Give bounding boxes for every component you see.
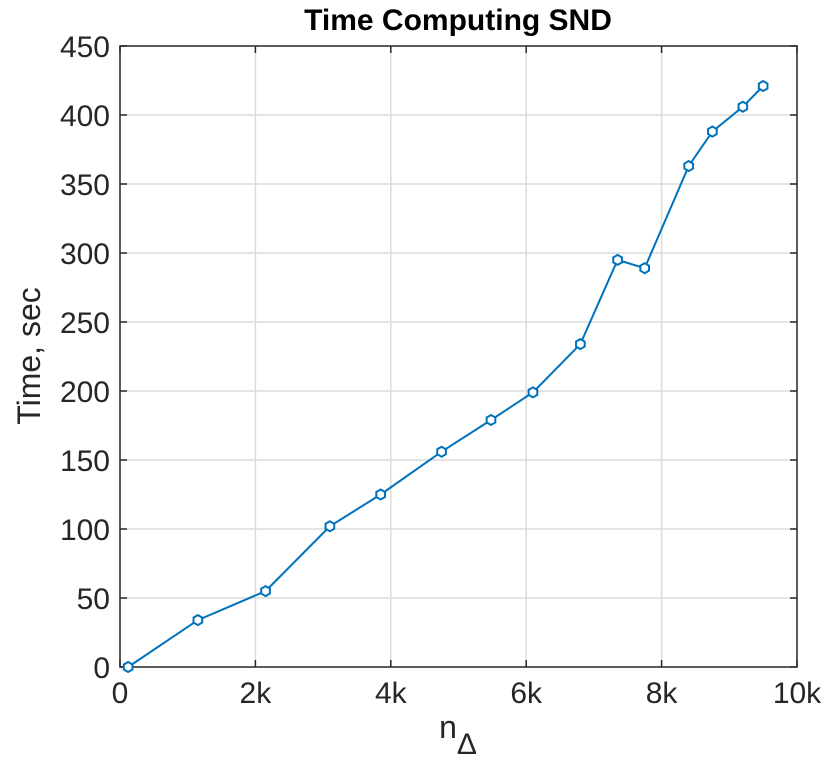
y-axis-label: Time, sec <box>11 287 47 425</box>
plot-background <box>120 46 797 667</box>
data-point-marker <box>527 386 539 399</box>
tick-marks <box>119 45 798 668</box>
x-tick-label: 2k <box>240 677 273 710</box>
x-tick-labels: 0 2k 4k 6k 8k 10k <box>112 677 823 710</box>
data-point-marker <box>757 79 769 93</box>
data-point-marker <box>324 520 336 533</box>
data-point-marker <box>639 262 651 275</box>
y-tick-label: 400 <box>60 100 110 133</box>
y-tick-label: 450 <box>60 31 110 64</box>
data-point-marker <box>436 445 447 458</box>
y-tick-label: 200 <box>60 376 110 409</box>
x-tick-label: 6k <box>510 677 543 710</box>
data-point-marker <box>612 253 623 267</box>
x-axis-label: nΔ <box>439 709 477 761</box>
y-tick-label: 150 <box>60 445 110 478</box>
data-point-marker <box>683 159 695 173</box>
y-tick-label: 50 <box>77 583 110 616</box>
x-tick-label: 4k <box>375 677 408 710</box>
x-tick-label: 8k <box>646 677 679 710</box>
y-tick-label: 250 <box>60 307 110 340</box>
series-layer <box>122 79 769 674</box>
x-axis-label-subscript: Δ <box>457 728 477 761</box>
y-tick-label: 100 <box>60 514 110 547</box>
data-point-marker <box>485 413 497 427</box>
chart-title: Time Computing SND <box>304 4 612 37</box>
grid-lines <box>120 46 797 667</box>
data-point-marker <box>375 488 386 501</box>
y-tick-label: 350 <box>60 169 110 202</box>
x-axis-label-main: n <box>439 709 457 745</box>
plot-frame <box>119 45 798 668</box>
y-tick-label: 0 <box>93 652 110 685</box>
y-tick-labels: 0 50 100 150 200 250 300 350 400 450 <box>60 31 110 685</box>
x-tick-label: 0 <box>112 677 129 710</box>
data-point-marker <box>122 660 134 674</box>
data-point-marker <box>575 337 586 351</box>
data-point-marker <box>260 584 271 598</box>
x-tick-label: 10k <box>773 677 822 710</box>
data-point-marker <box>707 125 718 138</box>
y-tick-label: 300 <box>60 238 110 271</box>
data-point-marker <box>192 613 204 627</box>
data-point-marker <box>737 100 749 113</box>
